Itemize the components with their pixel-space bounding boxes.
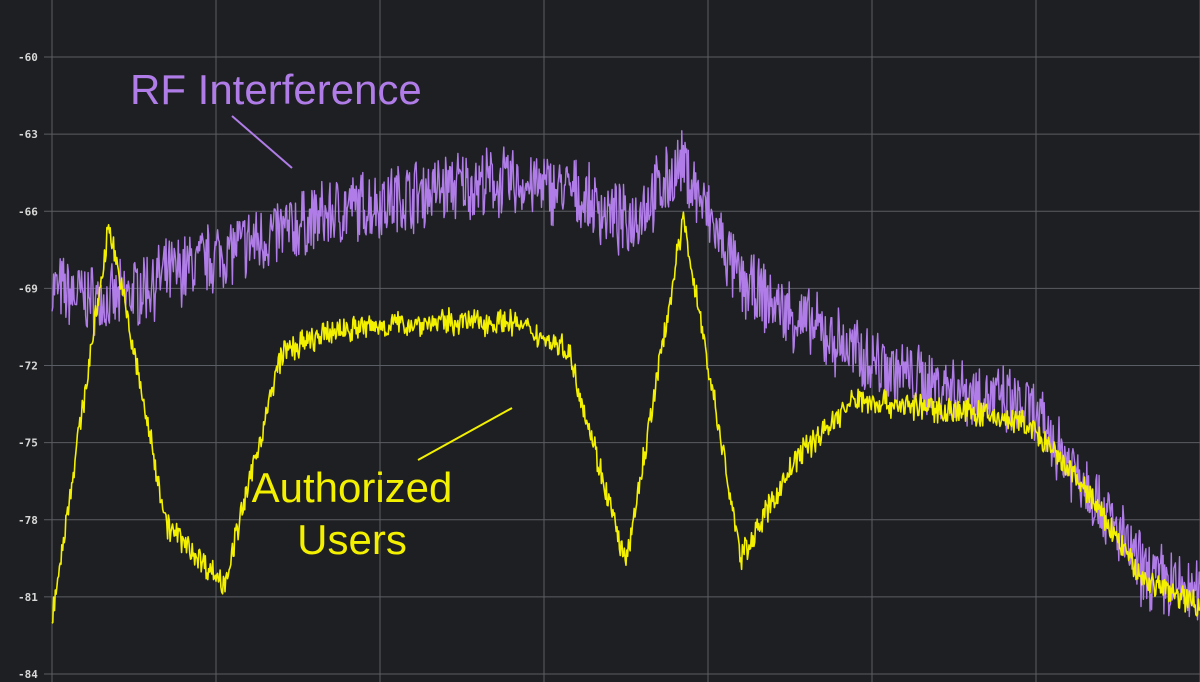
- annotation-rf-interference: RF Interference: [130, 66, 422, 113]
- y-tick-label: -60: [18, 51, 38, 64]
- y-tick-label: -63: [18, 128, 38, 141]
- series-line-rf-interference: [51, 130, 1200, 621]
- series-group: [51, 130, 1200, 624]
- y-tick-label: -72: [18, 360, 38, 373]
- series-line-authorized-users: [51, 211, 1200, 624]
- y-tick-label: -69: [18, 282, 38, 295]
- annotations: RF Interference Authorized Users: [130, 66, 513, 563]
- annotation-pointer-authorized-users: [417, 407, 513, 461]
- annotation-authorized-users-line: Authorized: [252, 464, 453, 511]
- y-axis-ticks: -60 -63 -66 -69 -72 -75 -78 -81 -84: [18, 51, 38, 681]
- y-tick-label: -75: [18, 437, 38, 450]
- annotation-authorized-users: Authorized Users: [252, 464, 453, 563]
- y-tick-label: -78: [18, 514, 38, 527]
- annotation-pointer-rf-interference: [231, 115, 293, 169]
- y-tick-label: -66: [18, 205, 38, 218]
- y-tick-label: -81: [18, 591, 38, 604]
- annotation-authorized-users-line: Users: [297, 516, 407, 563]
- y-tick-label: -84: [18, 668, 38, 681]
